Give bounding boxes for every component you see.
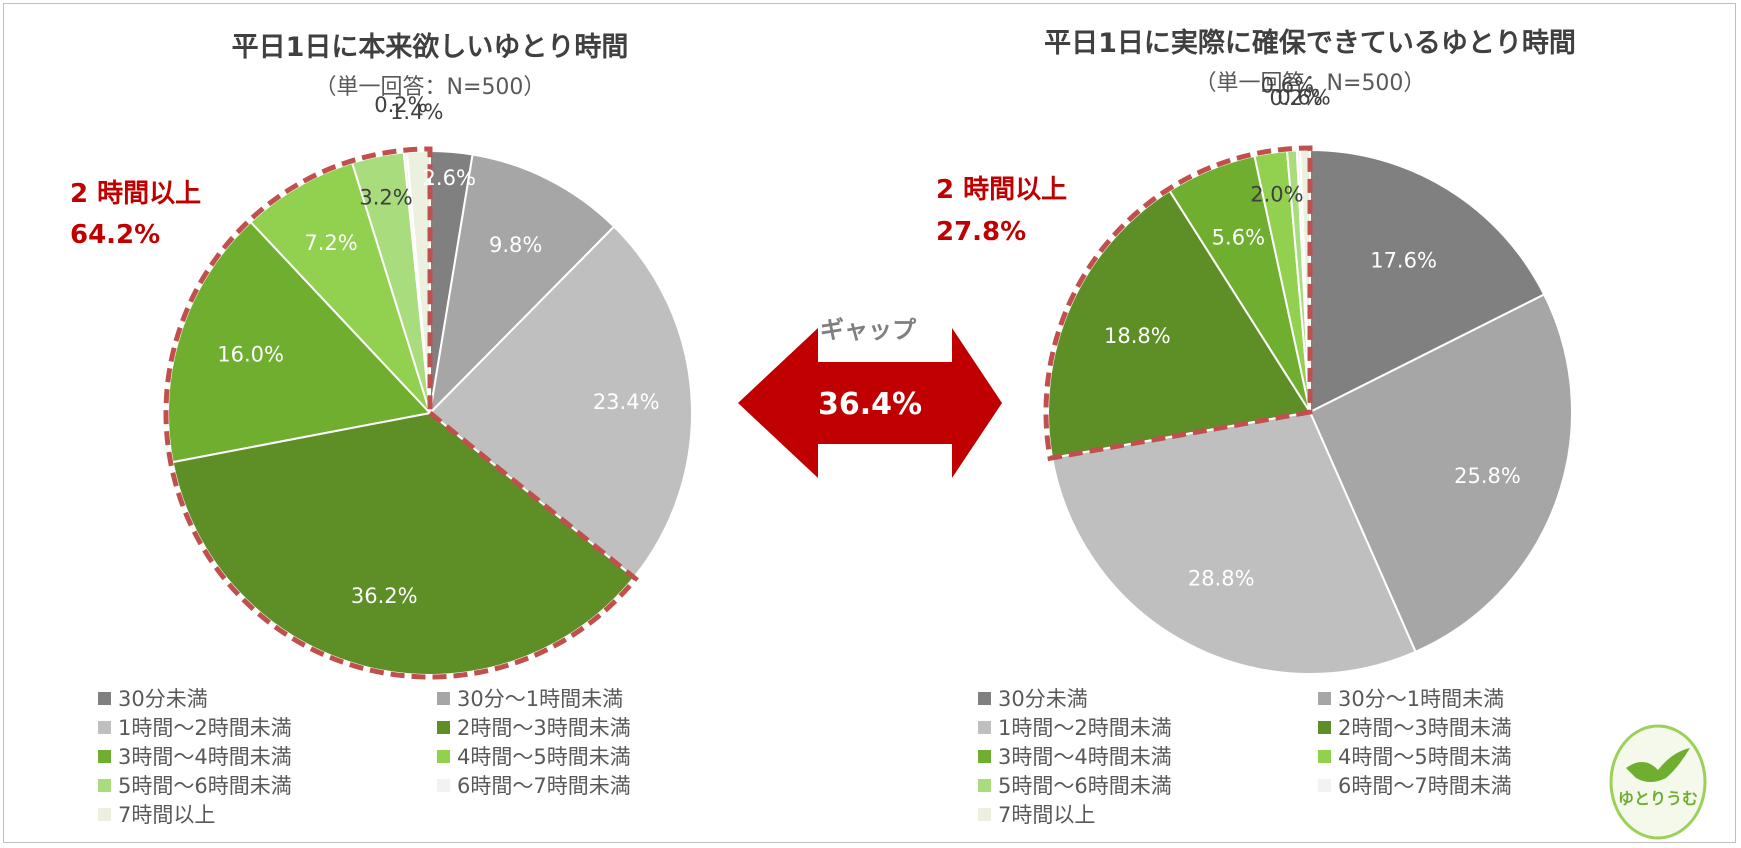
legend-label-2: 30分～1時間未満 <box>457 687 623 711</box>
highlight-outline-desired <box>163 146 640 680</box>
logo: ゆとりうむ <box>1609 724 1707 840</box>
data-label-8: 0.2% <box>1269 86 1322 110</box>
data-label-9: 0.6% <box>1277 86 1330 110</box>
legend-swatch-5 <box>978 750 991 763</box>
data-label-2: 25.8% <box>1454 464 1521 488</box>
value-labels-desired: 2.6% 9.8% 23.4% 36.2% 16.0% 7.2%3.2% 0.2%1.4% <box>217 93 659 608</box>
legend-desired: 30分未満 30分～1時間未満 1時間～2時間未満 2時間～3時間未満 3時間～4時間未… <box>98 687 631 827</box>
chart-subtitle-actual: （単一回答：N=500） <box>1195 71 1426 96</box>
legend-label-7: 5時間～6時間未満 <box>118 774 292 798</box>
pie-slice-2 <box>1308 293 1573 654</box>
legend-label-4: 2時間～3時間未満 <box>457 716 631 740</box>
legend-label-5: 3時間～4時間未満 <box>998 745 1172 769</box>
bird-icon <box>1626 748 1690 782</box>
legend-swatch-9 <box>978 808 991 821</box>
gap-arrow: ギャップ 36.4% <box>738 316 1002 478</box>
logo-text: ゆとりうむ <box>1618 789 1698 808</box>
chart-title-actual: 平日1日に実際に確保できているゆとり時間 <box>1044 27 1576 59</box>
legend-swatch-9 <box>98 808 111 821</box>
legend-label-8: 6時間～7時間未満 <box>1338 774 1512 798</box>
pie-chart-actual: 平日1日に実際に確保できているゆとり時間 （単一回答：N=500） 17.6% 2… <box>936 27 1576 675</box>
legend-label-8: 6時間～7時間未満 <box>457 774 631 798</box>
data-label-5: 5.6% <box>1212 225 1265 249</box>
data-label-1: 2.6% <box>423 166 476 190</box>
data-label-9: 1.4% <box>390 100 443 124</box>
legend-swatch-7 <box>98 779 111 792</box>
legend-swatch-6 <box>437 750 450 763</box>
chart-title-desired: 平日1日に本来欲しいゆとり時間 <box>232 32 629 63</box>
legend-swatch-1 <box>978 692 991 705</box>
legend-swatch-1 <box>98 692 111 705</box>
highlight-value-desired: 64.2% <box>70 220 160 250</box>
pie-slice-1 <box>1309 148 1546 414</box>
data-label-3: 23.4% <box>593 390 660 414</box>
data-label-3: 28.8% <box>1188 566 1255 590</box>
data-label-1: 17.6% <box>1370 248 1437 272</box>
legend-swatch-8 <box>1318 779 1331 792</box>
legend-swatch-7 <box>978 779 991 792</box>
legend-label-1: 30分未満 <box>118 687 208 711</box>
chart-subtitle-desired: （単一回答：N=500） <box>315 75 546 100</box>
data-label-6: 7.2% <box>304 231 357 255</box>
logo-egg-shape <box>1609 724 1707 840</box>
gap-arrow-shape <box>738 328 1002 478</box>
legend-label-1: 30分未満 <box>998 687 1088 711</box>
value-labels-actual: 17.6% 25.8% 28.8% 18.8% 5.6% 2.0% 0.6%0.2%0.6% <box>1104 73 1521 590</box>
pie-slice-2 <box>428 153 616 416</box>
slices-actual <box>1047 148 1573 675</box>
legend-label-3: 1時間～2時間未満 <box>118 716 292 740</box>
legend-label-7: 5時間～6時間未満 <box>998 774 1172 798</box>
data-label-7: 0.6% <box>1261 73 1314 97</box>
legend-label-6: 4時間～5時間未満 <box>1338 745 1512 769</box>
gap-label: ギャップ <box>820 316 917 344</box>
highlight-label-actual: 2 時間以上 <box>936 175 1067 205</box>
legend-actual: 30分未満 30分～1時間未満 1時間～2時間未満 2時間～3時間未満 3時間～4時間未… <box>978 687 1512 827</box>
legend-label-5: 3時間～4時間未満 <box>118 745 292 769</box>
data-label-6: 2.0% <box>1250 182 1303 206</box>
pie-chart-desired: 平日1日に本来欲しいゆとり時間 （単一回答：N=500） 2.6% 9.8% 23.… <box>70 32 693 680</box>
legend-swatch-5 <box>98 750 111 763</box>
legend-swatch-4 <box>1318 721 1331 734</box>
legend-swatch-2 <box>1318 692 1331 705</box>
legend-swatch-6 <box>1318 750 1331 763</box>
legend-label-6: 4時間～5時間未満 <box>457 745 631 769</box>
legend-swatch-3 <box>98 721 111 734</box>
gap-value: 36.4% <box>818 387 922 422</box>
data-label-2: 9.8% <box>489 233 542 257</box>
data-label-4: 36.2% <box>351 584 418 608</box>
pie-slice-3 <box>428 225 693 579</box>
legend-swatch-8 <box>437 779 450 792</box>
legend-swatch-4 <box>437 721 450 734</box>
highlight-label-desired: 2 時間以上 <box>70 179 201 209</box>
legend-label-2: 30分～1時間未満 <box>1338 687 1504 711</box>
legend-label-9: 7時間以上 <box>118 803 215 827</box>
legend-label-3: 1時間～2時間未満 <box>998 716 1172 740</box>
legend-label-4: 2時間～3時間未満 <box>1338 716 1512 740</box>
pie-slice-3 <box>1050 410 1417 675</box>
data-label-7: 3.2% <box>359 185 412 209</box>
highlight-outline-actual <box>1043 145 1313 462</box>
legend-label-9: 7時間以上 <box>998 803 1095 827</box>
data-label-4: 18.8% <box>1104 324 1171 348</box>
legend-swatch-2 <box>437 692 450 705</box>
data-label-8: 0.2% <box>374 93 427 117</box>
data-label-5: 16.0% <box>217 343 284 367</box>
legend-swatch-3 <box>978 721 991 734</box>
highlight-value-actual: 27.8% <box>936 217 1026 247</box>
chart-frame <box>3 3 1736 843</box>
